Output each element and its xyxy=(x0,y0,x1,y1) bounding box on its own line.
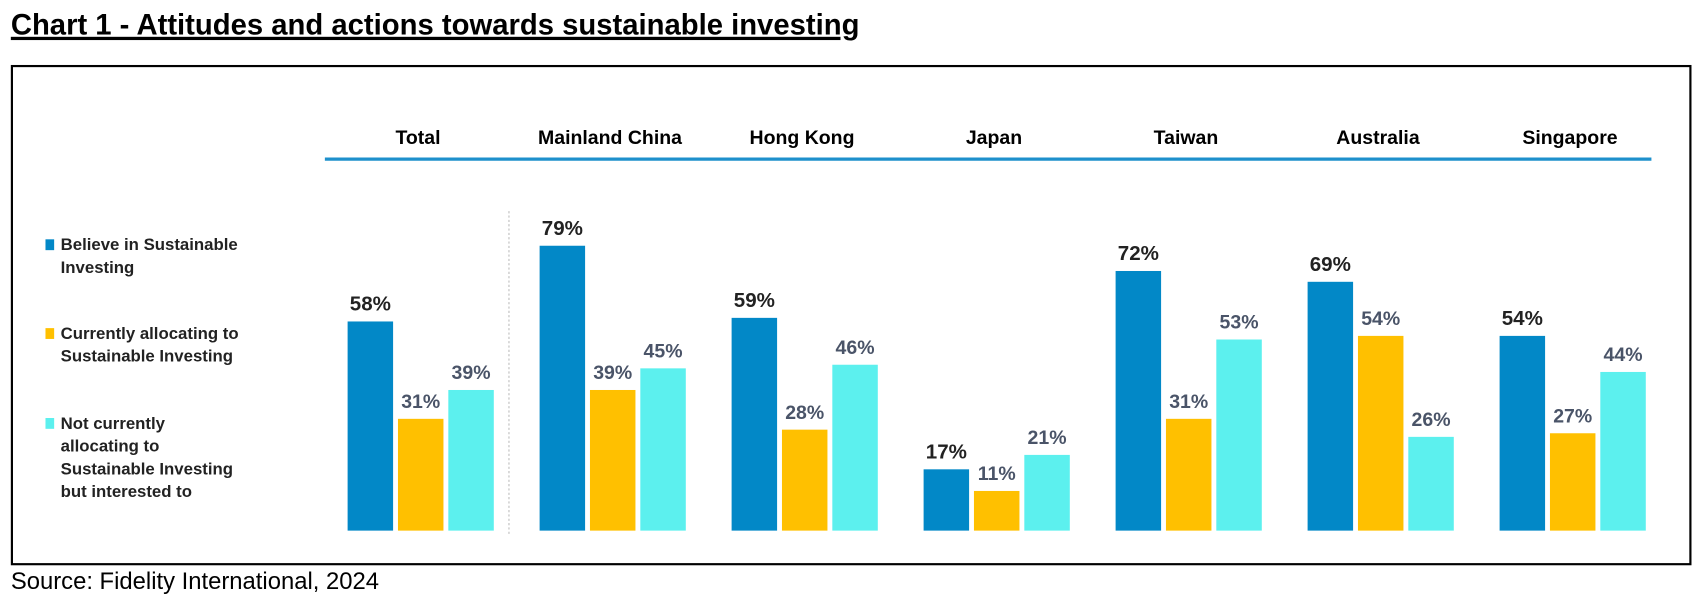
chart-frame xyxy=(10,64,1692,566)
category-label: Taiwan xyxy=(1154,127,1219,149)
category-label: Total xyxy=(395,127,440,149)
legend-label: Not currently xyxy=(61,414,166,433)
legend-label: Sustainable Investing xyxy=(61,347,233,366)
legend-swatch xyxy=(45,417,55,429)
data-label: 46% xyxy=(836,337,875,359)
legend-swatch xyxy=(45,239,55,251)
legend-label: allocating to xyxy=(61,437,160,456)
data-label: 45% xyxy=(644,341,683,363)
bar-2 xyxy=(397,418,444,531)
bar-1 xyxy=(539,245,586,531)
data-label: 27% xyxy=(1553,405,1592,427)
category-label: Hong Kong xyxy=(750,127,855,149)
bar-2 xyxy=(1549,433,1596,531)
category-label: Australia xyxy=(1336,127,1420,149)
legend-label: Currently allocating to xyxy=(61,324,239,343)
data-label: 17% xyxy=(926,440,967,463)
bar-1 xyxy=(1307,281,1354,531)
bar-3 xyxy=(448,389,494,531)
data-label: 53% xyxy=(1220,312,1259,334)
data-label: 21% xyxy=(1028,427,1067,449)
bar-1 xyxy=(923,469,970,531)
source-note: Source: Fidelity International, 2024 xyxy=(10,567,379,595)
data-label: 26% xyxy=(1412,409,1451,431)
bar-3 xyxy=(1024,454,1070,531)
legend-label: but interested to xyxy=(61,482,192,501)
category-label: Mainland China xyxy=(538,127,682,149)
bar-3 xyxy=(832,364,878,531)
bar-2 xyxy=(589,389,636,531)
bar-1 xyxy=(1115,270,1162,531)
data-label: 44% xyxy=(1604,344,1643,366)
data-label: 59% xyxy=(734,289,775,312)
data-label: 31% xyxy=(401,391,440,413)
bar-3 xyxy=(640,368,686,531)
data-label: 39% xyxy=(593,362,632,384)
bar-2 xyxy=(781,429,828,531)
category-label: Japan xyxy=(966,127,1022,149)
bar-3 xyxy=(1216,339,1262,531)
bar-2 xyxy=(973,490,1020,531)
legend-label: Sustainable Investing xyxy=(61,459,233,478)
chart-title: Chart 1 - Attitudes and actions towards … xyxy=(10,8,860,42)
data-label: 69% xyxy=(1310,253,1351,276)
data-label: 79% xyxy=(542,217,583,240)
legend-label: Believe in Sustainable xyxy=(61,235,238,254)
data-label: 54% xyxy=(1502,307,1543,330)
bar-1 xyxy=(731,317,778,531)
legend-label: Investing xyxy=(61,258,135,277)
bar-3 xyxy=(1408,436,1454,531)
bar-1 xyxy=(1499,335,1546,531)
data-label: 58% xyxy=(350,293,391,316)
data-label: 28% xyxy=(785,402,824,424)
category-label: Singapore xyxy=(1522,127,1617,149)
data-label: 54% xyxy=(1361,308,1400,330)
data-label: 11% xyxy=(978,463,1016,485)
data-label: 31% xyxy=(1169,391,1208,413)
bar-2 xyxy=(1165,418,1212,531)
data-label: 72% xyxy=(1118,242,1159,265)
bar-1 xyxy=(347,321,394,531)
bar-2 xyxy=(1357,335,1404,531)
data-label: 39% xyxy=(452,362,491,384)
legend-swatch xyxy=(45,328,55,339)
bar-3 xyxy=(1600,371,1646,531)
